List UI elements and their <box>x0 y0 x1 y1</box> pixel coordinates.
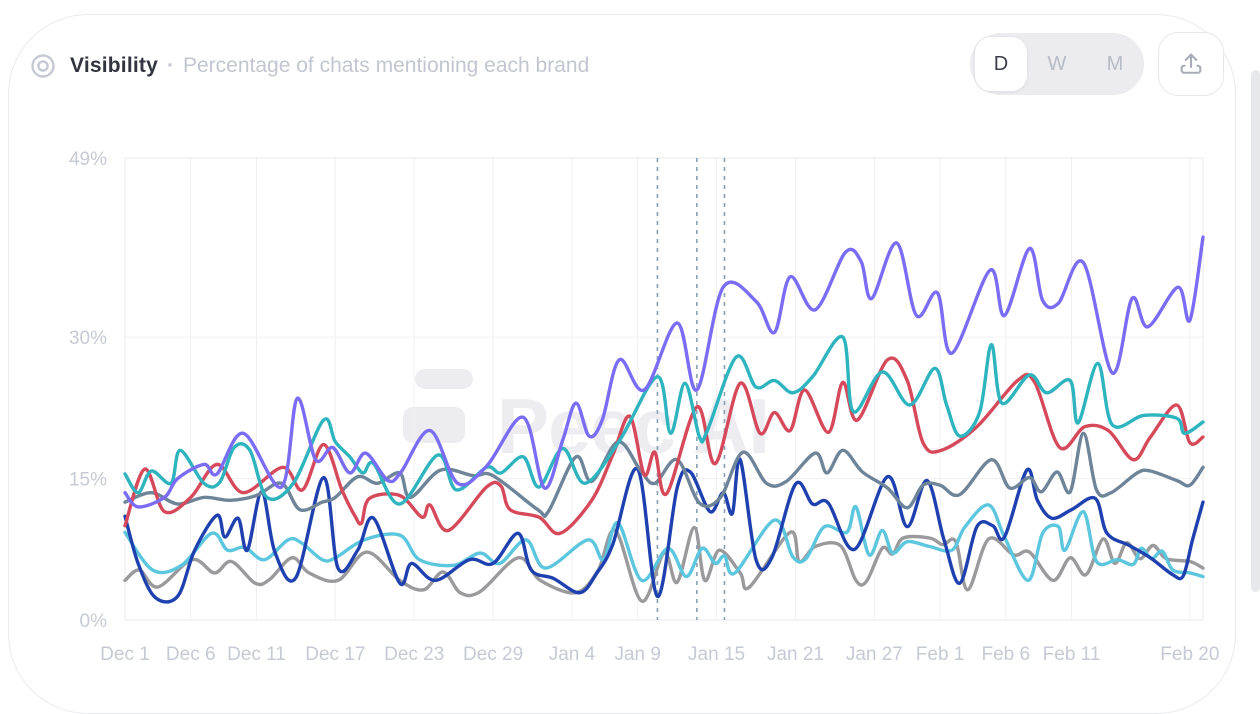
range-option-weekly[interactable]: W <box>1047 52 1067 75</box>
x-tick-label: Jan 9 <box>614 644 660 665</box>
export-button[interactable] <box>1158 32 1224 96</box>
card-header: Visibility · Percentage of chats mention… <box>28 50 589 82</box>
x-tick-label: Feb 6 <box>982 644 1031 665</box>
series-line-cyan <box>123 503 1205 583</box>
series-line-navy <box>123 457 1205 604</box>
x-tick-label: Dec 29 <box>463 644 523 665</box>
range-toggle: D W M <box>970 33 1144 95</box>
x-tick-label: Feb 20 <box>1160 644 1219 665</box>
x-tick-label: Feb 1 <box>916 644 965 665</box>
x-tick-label: Dec 1 <box>100 644 150 665</box>
x-tick-label: Jan 27 <box>846 644 903 665</box>
title-separator: · <box>166 54 174 77</box>
chart-subtitle: Percentage of chats mentioning each bran… <box>182 54 590 77</box>
x-tick-label: Dec 17 <box>305 644 365 665</box>
series-line-teal <box>123 335 1205 506</box>
visibility-card <box>8 14 1236 714</box>
y-tick-label: 49% <box>69 149 107 170</box>
upload-icon <box>1177 50 1205 78</box>
series-line-indigo <box>123 235 1205 509</box>
x-tick-label: Jan 15 <box>688 644 745 665</box>
y-tick-label: 15% <box>69 470 107 491</box>
series-line-slate <box>123 431 1205 519</box>
eye-icon <box>28 51 58 81</box>
x-tick-label: Dec 23 <box>384 644 444 665</box>
range-option-daily[interactable]: D <box>974 36 1028 92</box>
x-tick-label: Feb 11 <box>1043 644 1101 665</box>
chart-title: Visibility <box>70 54 158 77</box>
x-tick-label: Jan 4 <box>549 644 596 665</box>
y-tick-label: 0% <box>80 611 108 632</box>
plot-border <box>124 157 1204 621</box>
y-tick-label: 30% <box>69 328 107 349</box>
x-tick-label: Dec 6 <box>166 644 216 665</box>
x-tick-label: Dec 11 <box>227 644 286 665</box>
x-tick-label: Jan 21 <box>767 644 824 665</box>
watermark-logo-bar-top <box>415 369 473 389</box>
range-option-monthly[interactable]: M <box>1106 52 1124 75</box>
series-line-gray <box>123 525 1205 603</box>
page-scrollbar-thumb[interactable] <box>1251 70 1260 592</box>
series-line-red <box>123 356 1205 536</box>
